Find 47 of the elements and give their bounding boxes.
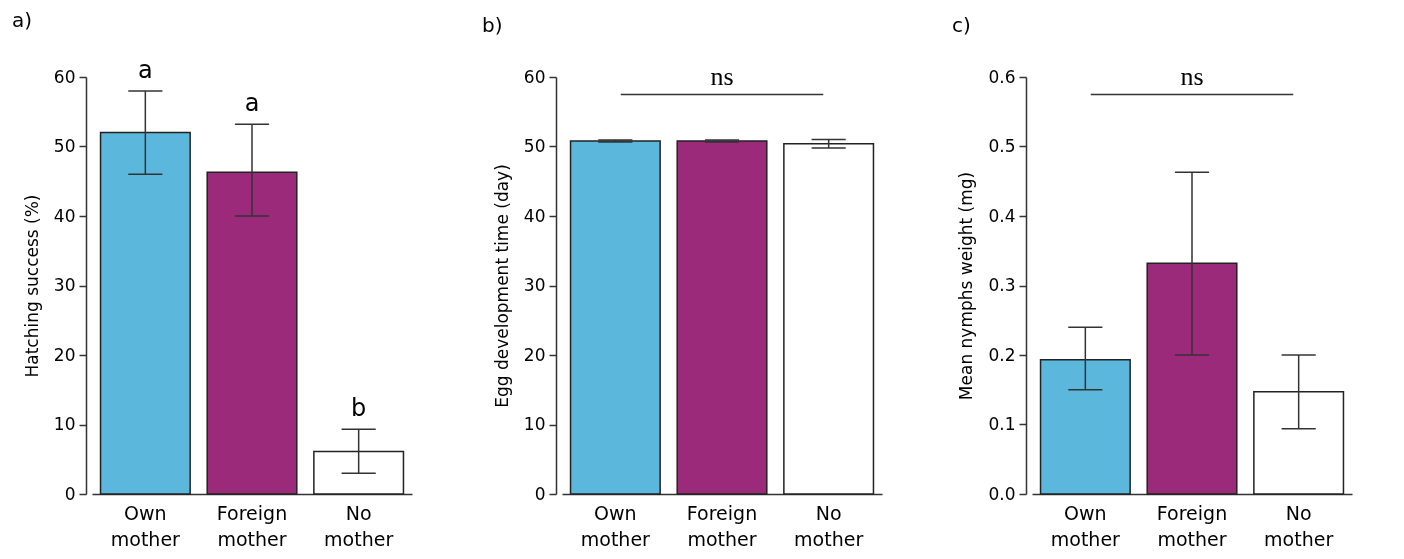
y-tick-label: 30 bbox=[523, 275, 546, 295]
y-tick-label: 0 bbox=[534, 483, 546, 504]
bar bbox=[206, 171, 298, 495]
y-axis-title: Mean nymphs weight (mg) bbox=[956, 171, 977, 401]
annotation: a bbox=[244, 89, 260, 118]
y-tick-label: 0 bbox=[64, 483, 76, 504]
y-tick-label: 0.0 bbox=[988, 483, 1016, 504]
x-tick-label: Own mother bbox=[580, 501, 651, 550]
y-tick-label: 50 bbox=[53, 136, 76, 156]
y-axis-title: Hatching success (%) bbox=[21, 194, 42, 378]
y-tick-label: 10 bbox=[523, 414, 546, 434]
y-tick-label: 50 bbox=[523, 136, 546, 156]
y-tick-label: 0.1 bbox=[988, 414, 1016, 434]
y-tick-label: 0.2 bbox=[988, 344, 1016, 365]
chart-title: c) bbox=[952, 13, 971, 37]
chart-title: a) bbox=[12, 7, 33, 32]
bar bbox=[99, 131, 191, 495]
bar bbox=[313, 450, 405, 495]
y-tick-label: 0.4 bbox=[988, 205, 1016, 226]
y-tick-label: 0.3 bbox=[988, 275, 1016, 295]
y-tick-label: 40 bbox=[53, 205, 76, 226]
y-tick-label: 60 bbox=[523, 66, 546, 87]
x-tick-label: Foreign mother bbox=[1156, 501, 1228, 550]
annotation: a bbox=[137, 55, 153, 84]
annotation: b bbox=[351, 394, 367, 423]
x-tick-label: Foreign mother bbox=[216, 501, 288, 550]
y-tick-label: 10 bbox=[53, 414, 76, 434]
x-tick-label: Foreign mother bbox=[686, 501, 758, 550]
x-tick-label: No mother bbox=[1264, 501, 1334, 550]
annotation: ns bbox=[710, 62, 734, 91]
annotation: ns bbox=[1180, 62, 1204, 91]
y-tick-label: 0.5 bbox=[988, 136, 1016, 156]
x-tick-label: No mother bbox=[794, 501, 864, 550]
y-tick-label: 30 bbox=[53, 275, 76, 295]
y-tick-label: 40 bbox=[523, 205, 546, 226]
bar bbox=[1146, 262, 1238, 495]
x-tick-label: Own mother bbox=[110, 501, 181, 550]
y-axis-title: Egg development time (day) bbox=[491, 164, 512, 408]
bar bbox=[1039, 359, 1131, 495]
y-tick-label: 60 bbox=[53, 66, 76, 87]
x-tick-label: No mother bbox=[324, 501, 394, 550]
y-tick-label: 20 bbox=[523, 344, 546, 365]
bar bbox=[1253, 391, 1345, 495]
y-tick-label: 20 bbox=[53, 344, 76, 365]
y-tick-label: 0.6 bbox=[988, 66, 1016, 87]
chart-title: b) bbox=[482, 13, 503, 37]
x-tick-label: Own mother bbox=[1050, 501, 1121, 550]
